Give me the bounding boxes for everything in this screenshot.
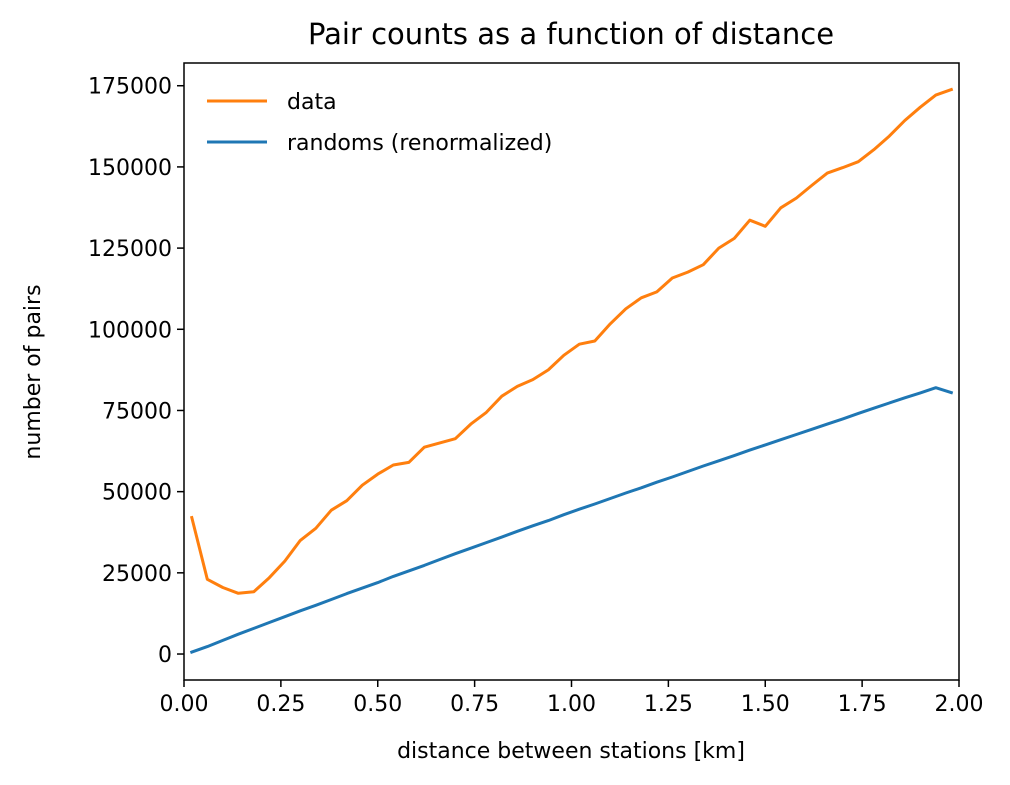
plot-frame <box>183 62 960 681</box>
x-tick-label: 2.00 <box>935 692 984 717</box>
legend: data randoms (renormalized) <box>207 90 552 156</box>
y-tick-label: 75000 <box>102 399 172 424</box>
y-tick-label: 175000 <box>88 75 172 100</box>
y-tick-label: 125000 <box>88 237 172 262</box>
x-axis-label: distance between stations [km] <box>397 739 745 764</box>
series-lines <box>189 87 954 655</box>
y-tick-label: 100000 <box>88 318 172 343</box>
y-tick-label: 25000 <box>102 562 172 587</box>
y-axis-ticks: 0 25000 50000 75000 100000 125000 150000 175000 <box>88 75 184 668</box>
x-tick-label: 1.50 <box>741 692 790 717</box>
x-tick-label: 0.75 <box>450 692 499 717</box>
x-tick-label: 0.25 <box>256 692 305 717</box>
y-tick-label: 50000 <box>102 481 172 506</box>
legend-label-1: randoms (renormalized) <box>287 131 552 156</box>
x-tick-label: 0.00 <box>160 692 209 717</box>
y-axis-label: number of pairs <box>21 284 46 459</box>
x-axis-ticks: 0.00 0.25 0.50 0.75 1.00 1.25 1.50 1.75 2.00 <box>160 680 984 717</box>
y-tick-label: 0 <box>158 643 172 668</box>
series-line-0 <box>189 87 954 595</box>
chart-title: Pair counts as a function of distance <box>308 17 834 51</box>
x-tick-label: 1.75 <box>838 692 887 717</box>
x-tick-label: 0.50 <box>353 692 402 717</box>
y-tick-label: 150000 <box>88 156 172 181</box>
x-tick-label: 1.25 <box>644 692 693 717</box>
series-line-1 <box>189 386 954 655</box>
legend-label-0: data <box>287 90 337 115</box>
x-tick-label: 1.00 <box>547 692 596 717</box>
